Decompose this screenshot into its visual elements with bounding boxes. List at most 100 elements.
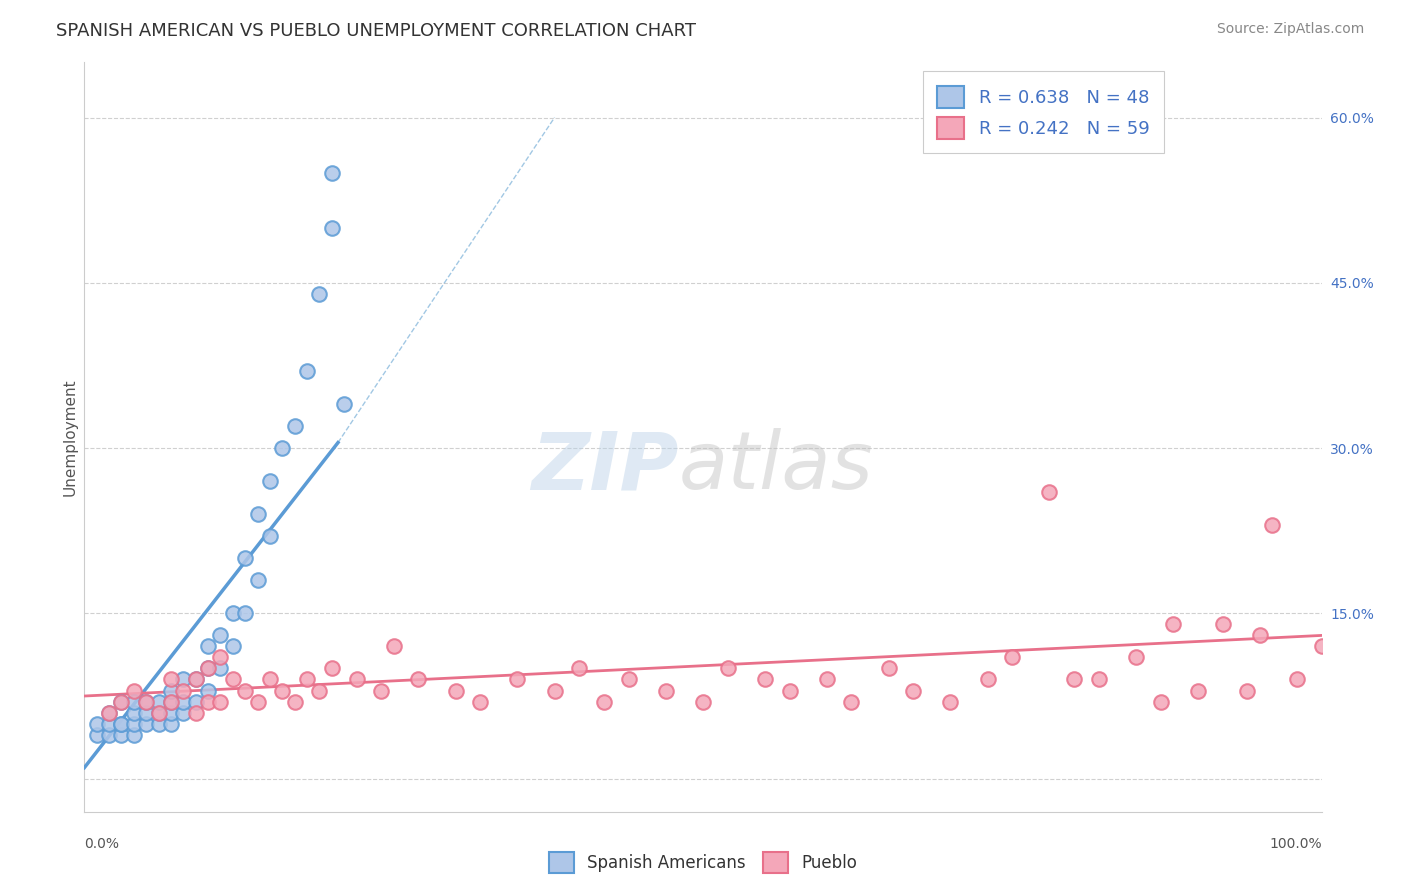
Point [308,286,330,301]
Point [271,441,294,455]
Text: Source: ZipAtlas.com: Source: ZipAtlas.com [1216,22,1364,37]
Point [135,706,157,720]
Point [86,716,108,731]
Point [617,673,640,687]
Point [1161,617,1184,632]
Point [593,694,616,708]
Point [259,474,281,488]
Y-axis label: Unemployment: Unemployment [62,378,77,496]
Point [1236,683,1258,698]
Point [110,694,132,708]
Text: SPANISH AMERICAN VS PUEBLO UNEMPLOYMENT CORRELATION CHART: SPANISH AMERICAN VS PUEBLO UNEMPLOYMENT … [56,22,696,40]
Legend: R = 0.638   N = 48, R = 0.242   N = 59: R = 0.638 N = 48, R = 0.242 N = 59 [922,71,1164,153]
Point [172,673,194,687]
Point [295,364,318,378]
Point [382,640,405,654]
Point [110,694,132,708]
Point [506,673,529,687]
Point [754,673,776,687]
Point [259,529,281,543]
Point [939,694,962,708]
Point [86,728,108,742]
Point [655,683,678,698]
Point [1249,628,1271,642]
Legend: Spanish Americans, Pueblo: Spanish Americans, Pueblo [543,846,863,880]
Point [184,706,207,720]
Point [370,683,392,698]
Text: atlas: atlas [678,428,873,506]
Point [408,673,430,687]
Point [246,694,269,708]
Point [568,661,591,675]
Point [172,706,194,720]
Point [148,706,170,720]
Point [209,661,232,675]
Point [233,551,256,566]
Point [1001,650,1024,665]
Point [110,716,132,731]
Point [1212,617,1234,632]
Point [122,706,145,720]
Point [197,640,219,654]
Point [1285,673,1308,687]
Point [197,661,219,675]
Point [160,673,183,687]
Point [692,694,714,708]
Point [122,716,145,731]
Point [815,673,838,687]
Point [135,716,157,731]
Point [160,716,183,731]
Point [321,661,343,675]
Point [122,694,145,708]
Point [841,694,863,708]
Point [1150,694,1173,708]
Point [172,694,194,708]
Point [122,683,145,698]
Point [1261,518,1284,533]
Point [346,673,368,687]
Point [110,728,132,742]
Point [1088,673,1111,687]
Point [209,694,232,708]
Point [222,607,245,621]
Point [197,694,219,708]
Point [233,607,256,621]
Point [295,673,318,687]
Point [135,694,157,708]
Point [444,683,467,698]
Point [1063,673,1085,687]
Point [1187,683,1209,698]
Point [148,706,170,720]
Point [160,683,183,698]
Point [160,694,183,708]
Point [122,728,145,742]
Point [160,706,183,720]
Point [233,683,256,698]
Point [284,694,307,708]
Point [1310,640,1333,654]
Point [110,716,132,731]
Point [98,716,121,731]
Point [184,694,207,708]
Point [976,673,998,687]
Point [246,507,269,521]
Text: ZIP: ZIP [531,428,678,506]
Point [184,673,207,687]
Point [184,673,207,687]
Point [271,683,294,698]
Point [197,683,219,698]
Point [209,628,232,642]
Point [172,683,194,698]
Point [98,706,121,720]
Point [148,716,170,731]
Text: 100.0%: 100.0% [1270,837,1322,851]
Point [246,574,269,588]
Text: 0.0%: 0.0% [84,837,120,851]
Point [148,694,170,708]
Point [259,673,281,687]
Point [98,706,121,720]
Point [470,694,492,708]
Point [160,694,183,708]
Point [1038,485,1060,500]
Point [98,728,121,742]
